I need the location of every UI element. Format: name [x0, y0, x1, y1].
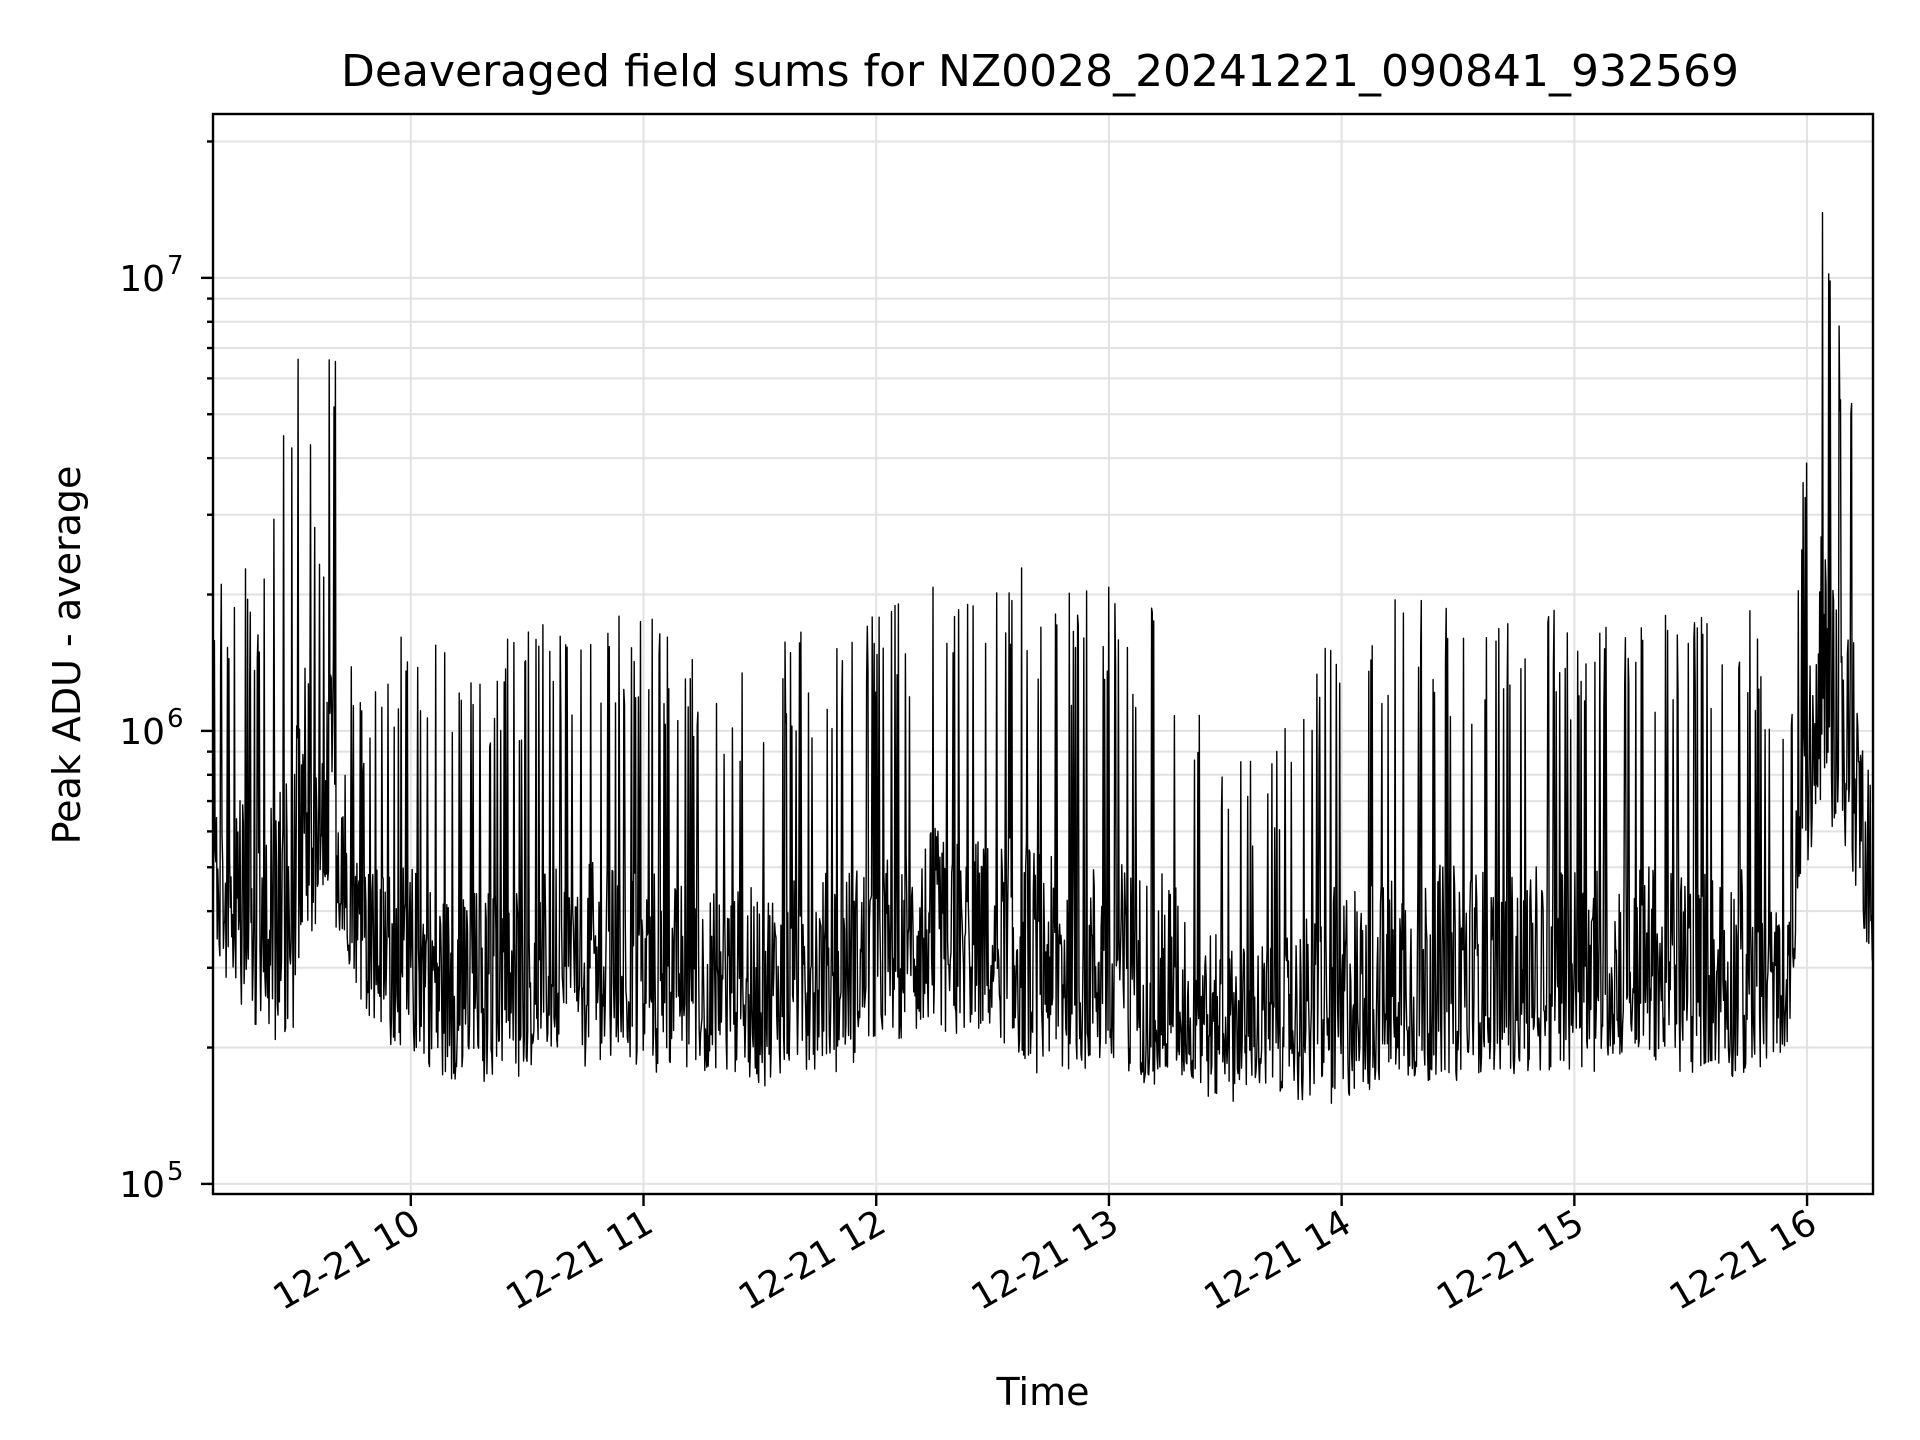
x-tick-label: 12-21 13 [965, 1202, 1126, 1318]
x-axis-label: Time [996, 1370, 1090, 1414]
series-line [212, 212, 1874, 1104]
x-tick-label: 12-21 16 [1663, 1202, 1824, 1318]
x-axis: 12-21 10 12-21 11 12-21 12 12-21 13 12-21 14… [267, 1194, 1824, 1319]
x-tick-label: 12-21 15 [1430, 1202, 1591, 1318]
y-tick-exponent: 6 [167, 704, 184, 734]
chart-title: Deaveraged field sums for NZ0028_2024122… [341, 46, 1739, 97]
x-tick-label: 12-21 11 [499, 1202, 660, 1318]
y-tick-label: 10 [119, 712, 165, 753]
y-tick-exponent: 7 [167, 251, 184, 281]
x-tick-label: 12-21 12 [732, 1202, 893, 1318]
y-tick-exponent: 5 [167, 1157, 184, 1187]
x-tick-label: 12-21 14 [1197, 1202, 1358, 1318]
y-tick-label: 10 [119, 1165, 165, 1206]
x-tick-label: 12-21 10 [267, 1202, 428, 1318]
plot-area [211, 112, 1875, 1196]
y-tick-label: 10 [119, 259, 165, 300]
y-axis-label: Peak ADU - average [45, 466, 89, 845]
